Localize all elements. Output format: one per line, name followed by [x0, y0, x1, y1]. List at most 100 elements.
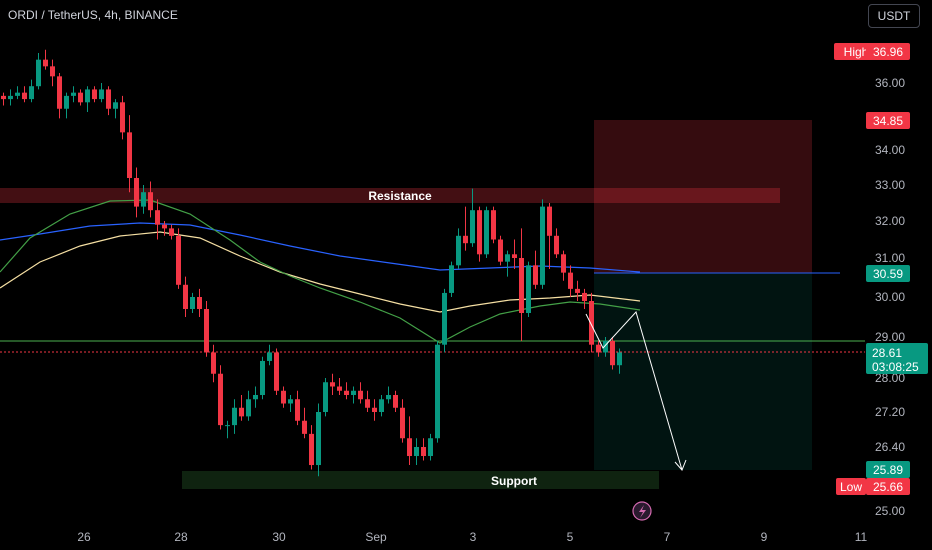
take-profit-zone — [594, 273, 812, 470]
candle-body[interactable] — [582, 292, 587, 301]
candle-body[interactable] — [64, 95, 69, 109]
y-tick-label: 25.00 — [875, 504, 905, 518]
candle-body[interactable] — [141, 192, 146, 207]
candle-body[interactable] — [323, 382, 328, 412]
candle-body[interactable] — [36, 59, 41, 87]
y-tick-label: 27.20 — [875, 405, 905, 419]
candle-body[interactable] — [526, 265, 531, 313]
candle-body[interactable] — [603, 340, 608, 353]
candle-body[interactable] — [442, 292, 447, 345]
candle-body[interactable] — [274, 352, 279, 391]
candle-body[interactable] — [85, 89, 90, 103]
candle-body[interactable] — [295, 399, 300, 421]
candle-body[interactable] — [281, 390, 286, 404]
low-value: 25.66 — [873, 480, 903, 494]
candle-body[interactable] — [575, 288, 580, 293]
candle-body[interactable] — [512, 254, 517, 258]
candle-body[interactable] — [449, 265, 454, 293]
candle-body[interactable] — [477, 210, 482, 255]
candle-body[interactable] — [43, 59, 48, 67]
candle-body[interactable] — [92, 89, 97, 100]
candle-body[interactable] — [155, 210, 160, 225]
candle-body[interactable] — [498, 239, 503, 262]
candle-body[interactable] — [428, 438, 433, 457]
candle-body[interactable] — [365, 399, 370, 408]
candle-body[interactable] — [8, 95, 13, 100]
candle-body[interactable] — [617, 352, 622, 366]
candle-body[interactable] — [589, 301, 594, 345]
candle-body[interactable] — [22, 92, 27, 100]
candle-body[interactable] — [358, 390, 363, 400]
candle-body[interactable] — [351, 390, 356, 395]
candle-body[interactable] — [253, 395, 258, 400]
candle-body[interactable] — [344, 390, 349, 395]
candle-body[interactable] — [470, 210, 475, 244]
candle-body[interactable] — [15, 92, 20, 96]
candle-body[interactable] — [484, 210, 489, 255]
candle-body[interactable] — [393, 395, 398, 408]
candle-body[interactable] — [316, 412, 321, 466]
candle-body[interactable] — [337, 386, 342, 391]
candle-body[interactable] — [113, 102, 118, 109]
currency-button[interactable]: USDT — [868, 4, 920, 28]
candle-body[interactable] — [533, 265, 538, 285]
candle-body[interactable] — [302, 420, 307, 434]
candle-body[interactable] — [29, 86, 34, 100]
candle-countdown: 03:08:25 — [872, 360, 919, 374]
support-zone — [182, 471, 659, 489]
candle-body[interactable] — [260, 360, 265, 395]
candle-body[interactable] — [554, 235, 559, 255]
candle-body[interactable] — [1, 95, 6, 100]
candle-body[interactable] — [134, 178, 139, 207]
candle-body[interactable] — [246, 399, 251, 417]
support-label: Support — [491, 474, 537, 488]
candle-body[interactable] — [162, 224, 167, 229]
candle-body[interactable] — [71, 92, 76, 96]
candle-body[interactable] — [330, 382, 335, 387]
candle-body[interactable] — [505, 254, 510, 262]
candle-body[interactable] — [232, 407, 237, 426]
candle-body[interactable] — [211, 352, 216, 374]
candle-body[interactable] — [169, 228, 174, 236]
candle-body[interactable] — [190, 297, 195, 309]
candle-body[interactable] — [379, 399, 384, 412]
candle-body[interactable] — [218, 373, 223, 426]
candle-body[interactable] — [414, 447, 419, 457]
candle-body[interactable] — [596, 344, 601, 353]
candle-body[interactable] — [99, 89, 104, 100]
candle-body[interactable] — [225, 425, 230, 427]
candle-body[interactable] — [400, 407, 405, 439]
high-label: High — [844, 45, 869, 59]
candle-body[interactable] — [463, 235, 468, 244]
candle-body[interactable] — [288, 399, 293, 404]
candle-body[interactable] — [127, 132, 132, 178]
candle-body[interactable] — [610, 340, 615, 366]
candle-body[interactable] — [435, 344, 440, 439]
candle-body[interactable] — [78, 92, 83, 103]
candle-body[interactable] — [386, 395, 391, 400]
candle-body[interactable] — [491, 210, 496, 240]
candle-body[interactable] — [267, 352, 272, 361]
candle-body[interactable] — [456, 235, 461, 266]
candle-body[interactable] — [421, 447, 426, 457]
candle-body[interactable] — [239, 407, 244, 417]
candle-body[interactable] — [50, 66, 55, 77]
candle-body[interactable] — [148, 192, 153, 211]
candle-body[interactable] — [519, 258, 524, 313]
candle-body[interactable] — [106, 89, 111, 109]
candle-body[interactable] — [561, 254, 566, 273]
candle-body[interactable] — [204, 309, 209, 353]
candle-body[interactable] — [540, 206, 545, 285]
candle-body[interactable] — [120, 102, 125, 133]
candle-body[interactable] — [57, 76, 62, 109]
candle-body[interactable] — [372, 407, 377, 412]
ema-fast-line — [0, 199, 641, 344]
candle-body[interactable] — [547, 206, 552, 236]
candle-body[interactable] — [568, 272, 573, 289]
candle-body[interactable] — [197, 297, 202, 309]
candle-body[interactable] — [309, 433, 314, 466]
candle-body[interactable] — [176, 235, 181, 285]
candle-body[interactable] — [407, 438, 412, 457]
candle-body[interactable] — [183, 284, 188, 309]
